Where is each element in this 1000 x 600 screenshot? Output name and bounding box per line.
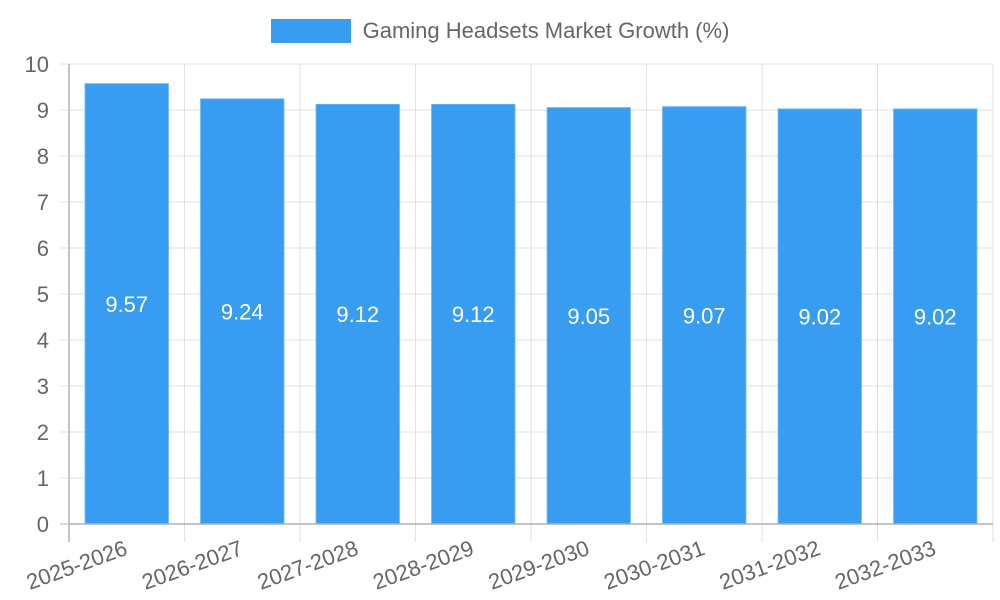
y-tick-label: 9 (37, 98, 49, 123)
bar-value-label: 9.02 (914, 305, 957, 330)
bars (84, 83, 978, 525)
legend-label: Gaming Headsets Market Growth (%) (362, 18, 730, 43)
chart-legend[interactable]: Gaming Headsets Market Growth (%) (0, 18, 1000, 44)
bar[interactable] (546, 107, 631, 525)
x-tick-label: 2029-2030 (485, 535, 592, 594)
axes (60, 64, 993, 542)
bar-value-label: 9.05 (567, 304, 610, 329)
bar-value-label: 9.12 (452, 302, 495, 327)
bar[interactable] (315, 103, 400, 525)
bar[interactable] (777, 108, 862, 525)
data-labels: 9.57 9.24 9.12 9.12 9.05 9.07 9.02 9.02 (105, 292, 956, 330)
y-tick-label: 0 (37, 512, 49, 537)
x-tick-label: 2026-2027 (139, 535, 246, 594)
y-tick-label: 6 (37, 236, 49, 261)
x-tick-label: 2030-2031 (601, 535, 708, 594)
y-axis-ticks: 0 1 2 3 4 5 6 7 8 9 10 (25, 52, 69, 537)
y-tick-label: 10 (25, 52, 49, 77)
y-tick-label: 8 (37, 144, 49, 169)
bar-value-label: 9.57 (105, 292, 148, 317)
bar-value-label: 9.12 (336, 302, 379, 327)
legend-swatch (270, 19, 351, 43)
x-axis-ticks: 2025-2026 2026-2027 2027-2028 2028-2029 2029… (23, 535, 939, 594)
bar[interactable] (84, 83, 169, 525)
bar-value-label: 9.24 (221, 299, 264, 324)
bar[interactable] (431, 103, 516, 525)
bar[interactable] (200, 98, 285, 525)
bar-value-label: 9.07 (683, 303, 726, 328)
bar[interactable] (893, 108, 978, 525)
y-tick-label: 4 (37, 328, 49, 353)
bar-value-label: 9.02 (798, 305, 841, 330)
y-tick-label: 1 (37, 466, 49, 491)
y-tick-label: 2 (37, 420, 49, 445)
y-tick-label: 5 (37, 282, 49, 307)
x-tick-label: 2027-2028 (254, 535, 361, 594)
x-tick-label: 2031-2032 (716, 535, 823, 594)
x-tick-label: 2032-2033 (832, 535, 939, 594)
y-tick-label: 3 (37, 374, 49, 399)
x-tick-label: 2028-2029 (370, 535, 477, 594)
bar[interactable] (662, 106, 747, 525)
x-tick-label: 2025-2026 (23, 535, 130, 594)
y-tick-label: 7 (37, 190, 49, 215)
